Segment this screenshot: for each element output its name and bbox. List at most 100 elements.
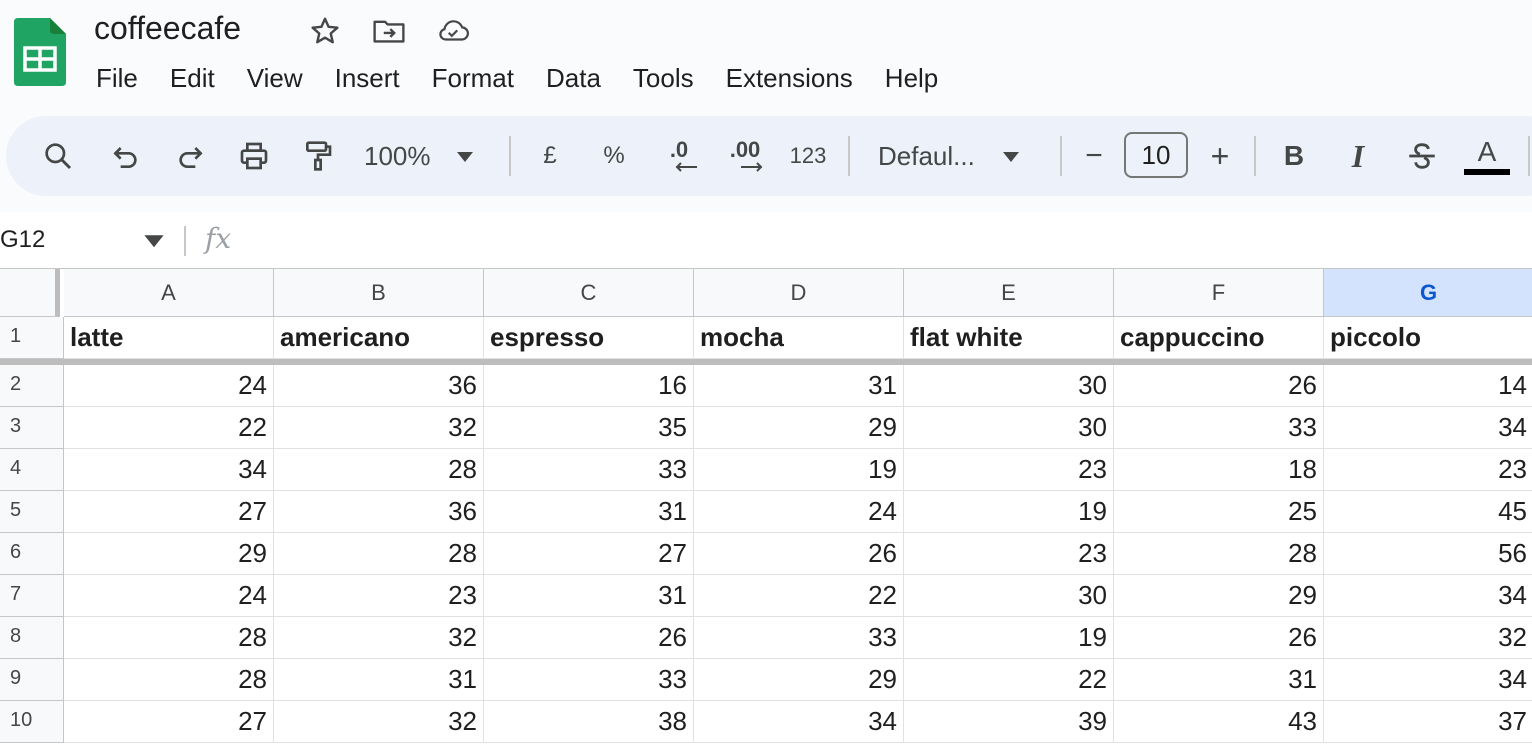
cell-d4[interactable]: 19 xyxy=(694,449,904,491)
cell-c10[interactable]: 38 xyxy=(484,701,694,743)
header-cell-d[interactable]: mocha xyxy=(694,317,904,359)
cell-c6[interactable]: 27 xyxy=(484,533,694,575)
cell-g5[interactable]: 45 xyxy=(1324,491,1532,533)
cell-b10[interactable]: 32 xyxy=(274,701,484,743)
italic-button[interactable]: I xyxy=(1351,137,1365,174)
cell-b8[interactable]: 32 xyxy=(274,617,484,659)
column-header-a[interactable]: A xyxy=(64,269,274,317)
menu-view[interactable]: View xyxy=(246,63,303,93)
cell-b6[interactable]: 28 xyxy=(274,533,484,575)
increase-decimal-button[interactable]: .00 xyxy=(718,116,772,196)
cell-d10[interactable]: 34 xyxy=(694,701,904,743)
column-header-d[interactable]: D xyxy=(694,269,904,317)
cell-c3[interactable]: 35 xyxy=(484,407,694,449)
cell-d8[interactable]: 33 xyxy=(694,617,904,659)
menu-insert[interactable]: Insert xyxy=(334,63,400,93)
cell-f9[interactable]: 31 xyxy=(1114,659,1324,701)
font-size-input[interactable]: 10 xyxy=(1124,132,1188,178)
zoom-select[interactable]: 100% xyxy=(364,116,494,196)
cell-c9[interactable]: 33 xyxy=(484,659,694,701)
move-folder-icon[interactable] xyxy=(372,14,406,48)
text-color-button[interactable]: A xyxy=(1462,116,1512,196)
cell-f3[interactable]: 33 xyxy=(1114,407,1324,449)
menu-tools[interactable]: Tools xyxy=(632,63,694,93)
cell-e2[interactable]: 30 xyxy=(904,365,1114,407)
cell-a6[interactable]: 29 xyxy=(64,533,274,575)
cell-g7[interactable]: 34 xyxy=(1324,575,1532,617)
paint-format-button[interactable] xyxy=(296,116,340,196)
cell-b7[interactable]: 23 xyxy=(274,575,484,617)
cell-a10[interactable]: 27 xyxy=(64,701,274,743)
cell-e8[interactable]: 19 xyxy=(904,617,1114,659)
cell-g10[interactable]: 37 xyxy=(1324,701,1532,743)
header-cell-a[interactable]: latte xyxy=(64,317,274,359)
row-header-9[interactable]: 9 xyxy=(0,659,64,701)
row-header-10[interactable]: 10 xyxy=(0,701,64,743)
row-header-7[interactable]: 7 xyxy=(0,575,64,617)
header-cell-b[interactable]: americano xyxy=(274,317,484,359)
chevron-down-icon[interactable] xyxy=(142,228,166,252)
cell-e5[interactable]: 19 xyxy=(904,491,1114,533)
cell-a7[interactable]: 24 xyxy=(64,575,274,617)
cell-b3[interactable]: 32 xyxy=(274,407,484,449)
format-currency-button[interactable]: £ xyxy=(543,142,557,169)
row-header-3[interactable]: 3 xyxy=(0,407,64,449)
cell-c5[interactable]: 31 xyxy=(484,491,694,533)
column-header-f[interactable]: F xyxy=(1114,269,1324,317)
document-title[interactable]: coffeecafe xyxy=(94,10,242,46)
decrease-font-size-button[interactable]: − xyxy=(1085,139,1103,172)
more-formats-button[interactable]: 123 xyxy=(789,143,827,168)
cell-g6[interactable]: 56 xyxy=(1324,533,1532,575)
cell-b4[interactable]: 28 xyxy=(274,449,484,491)
select-all-corner[interactable] xyxy=(0,269,60,317)
cell-a8[interactable]: 28 xyxy=(64,617,274,659)
cell-d7[interactable]: 22 xyxy=(694,575,904,617)
header-cell-f[interactable]: cappuccino xyxy=(1114,317,1324,359)
cell-c2[interactable]: 16 xyxy=(484,365,694,407)
cell-g2[interactable]: 14 xyxy=(1324,365,1532,407)
header-cell-g[interactable]: piccolo xyxy=(1324,317,1532,359)
cell-b2[interactable]: 36 xyxy=(274,365,484,407)
cell-a3[interactable]: 22 xyxy=(64,407,274,449)
cell-f10[interactable]: 43 xyxy=(1114,701,1324,743)
cell-c8[interactable]: 26 xyxy=(484,617,694,659)
cell-f5[interactable]: 25 xyxy=(1114,491,1324,533)
cell-e4[interactable]: 23 xyxy=(904,449,1114,491)
bold-button[interactable]: B xyxy=(1283,140,1305,171)
cell-f7[interactable]: 29 xyxy=(1114,575,1324,617)
cell-f4[interactable]: 18 xyxy=(1114,449,1324,491)
menu-file[interactable]: File xyxy=(96,63,138,93)
font-family-select[interactable]: Defaul... xyxy=(878,116,1048,196)
cell-c7[interactable]: 31 xyxy=(484,575,694,617)
menu-extensions[interactable]: Extensions xyxy=(725,63,853,93)
cell-d3[interactable]: 29 xyxy=(694,407,904,449)
star-icon[interactable] xyxy=(308,14,342,48)
header-cell-e[interactable]: flat white xyxy=(904,317,1114,359)
cell-a9[interactable]: 28 xyxy=(64,659,274,701)
cell-d2[interactable]: 31 xyxy=(694,365,904,407)
column-header-b[interactable]: B xyxy=(274,269,484,317)
redo-button[interactable] xyxy=(168,116,212,196)
cell-e10[interactable]: 39 xyxy=(904,701,1114,743)
search-menus-button[interactable] xyxy=(36,116,80,196)
cell-g9[interactable]: 34 xyxy=(1324,659,1532,701)
header-cell-c[interactable]: espresso xyxy=(484,317,694,359)
cell-g3[interactable]: 34 xyxy=(1324,407,1532,449)
menu-data[interactable]: Data xyxy=(545,63,601,93)
cell-a2[interactable]: 24 xyxy=(64,365,274,407)
cloud-saved-icon[interactable] xyxy=(436,14,470,48)
format-percent-button[interactable]: % xyxy=(603,142,625,169)
row-header-5[interactable]: 5 xyxy=(0,491,64,533)
frozen-row-divider[interactable] xyxy=(0,359,1532,365)
cell-g8[interactable]: 32 xyxy=(1324,617,1532,659)
decrease-decimal-button[interactable]: .0 xyxy=(654,116,704,196)
strikethrough-button[interactable] xyxy=(1400,116,1444,196)
cell-d5[interactable]: 24 xyxy=(694,491,904,533)
row-header-8[interactable]: 8 xyxy=(0,617,64,659)
cell-c4[interactable]: 33 xyxy=(484,449,694,491)
column-header-c[interactable]: C xyxy=(484,269,694,317)
cell-f2[interactable]: 26 xyxy=(1114,365,1324,407)
menu-edit[interactable]: Edit xyxy=(169,63,215,93)
undo-button[interactable] xyxy=(104,116,148,196)
cell-a4[interactable]: 34 xyxy=(64,449,274,491)
